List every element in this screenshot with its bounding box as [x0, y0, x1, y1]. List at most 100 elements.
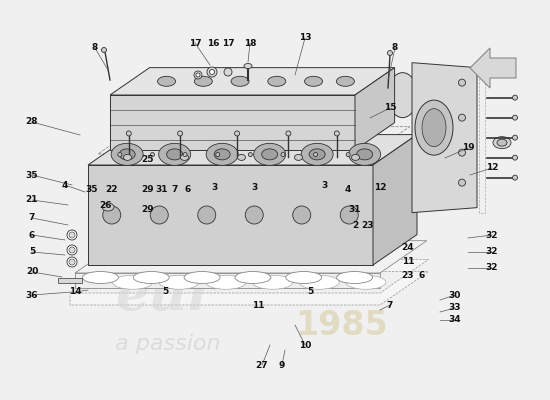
Ellipse shape — [346, 275, 386, 289]
Ellipse shape — [293, 206, 311, 224]
Text: 22: 22 — [106, 186, 118, 194]
Ellipse shape — [497, 139, 507, 146]
Text: 7: 7 — [387, 300, 393, 310]
Ellipse shape — [214, 149, 230, 160]
Ellipse shape — [305, 76, 322, 86]
Ellipse shape — [180, 154, 189, 160]
Ellipse shape — [388, 73, 417, 118]
Text: 36: 36 — [26, 290, 39, 300]
Ellipse shape — [118, 152, 122, 156]
Text: 25: 25 — [142, 156, 154, 164]
Text: 23: 23 — [402, 270, 414, 280]
Text: 35: 35 — [26, 170, 39, 180]
Text: 23: 23 — [362, 220, 374, 230]
Ellipse shape — [206, 143, 238, 165]
Ellipse shape — [245, 206, 263, 224]
Text: 12: 12 — [486, 164, 498, 172]
Ellipse shape — [183, 152, 187, 156]
Ellipse shape — [513, 115, 518, 120]
Ellipse shape — [206, 275, 246, 289]
Ellipse shape — [262, 149, 278, 160]
Ellipse shape — [198, 206, 216, 224]
Ellipse shape — [299, 275, 339, 289]
Ellipse shape — [513, 155, 518, 160]
Polygon shape — [373, 134, 417, 265]
Ellipse shape — [459, 179, 465, 186]
Text: 8: 8 — [392, 44, 398, 52]
Text: 15: 15 — [384, 104, 396, 112]
Text: 3: 3 — [252, 184, 258, 192]
Ellipse shape — [69, 232, 75, 238]
Text: 18: 18 — [244, 38, 256, 48]
Text: 6: 6 — [185, 186, 191, 194]
Text: 27: 27 — [256, 360, 268, 370]
Ellipse shape — [158, 143, 191, 165]
Text: 2: 2 — [352, 220, 358, 230]
Ellipse shape — [337, 76, 354, 86]
Ellipse shape — [249, 152, 252, 156]
Polygon shape — [58, 278, 82, 283]
Polygon shape — [110, 95, 355, 150]
Ellipse shape — [178, 131, 183, 136]
Ellipse shape — [388, 50, 393, 56]
Ellipse shape — [67, 230, 77, 240]
Text: 19: 19 — [461, 144, 474, 152]
Ellipse shape — [252, 275, 293, 289]
Text: 20: 20 — [26, 268, 38, 276]
Polygon shape — [412, 63, 477, 213]
Ellipse shape — [301, 143, 333, 165]
Text: 17: 17 — [189, 38, 201, 48]
Polygon shape — [75, 273, 380, 288]
Ellipse shape — [459, 114, 465, 121]
Text: 6: 6 — [419, 270, 425, 280]
Polygon shape — [98, 127, 410, 154]
Ellipse shape — [194, 76, 212, 86]
Text: eur: eur — [115, 270, 214, 321]
Ellipse shape — [314, 152, 317, 156]
Ellipse shape — [356, 149, 373, 160]
Ellipse shape — [294, 154, 302, 160]
Text: 24: 24 — [402, 244, 414, 252]
Ellipse shape — [150, 206, 168, 224]
Polygon shape — [70, 260, 428, 305]
Text: 8: 8 — [92, 44, 98, 52]
Ellipse shape — [111, 143, 143, 165]
Ellipse shape — [415, 100, 453, 155]
Text: 29: 29 — [142, 186, 155, 194]
Ellipse shape — [124, 154, 131, 160]
Text: 32: 32 — [486, 264, 498, 272]
Text: 34: 34 — [449, 316, 461, 324]
Polygon shape — [479, 63, 485, 213]
Text: 29: 29 — [142, 206, 155, 214]
Ellipse shape — [151, 152, 155, 156]
Ellipse shape — [254, 143, 285, 165]
Text: 33: 33 — [449, 304, 461, 312]
Ellipse shape — [238, 154, 245, 160]
Ellipse shape — [82, 272, 118, 284]
Ellipse shape — [351, 154, 360, 160]
Text: 12: 12 — [374, 184, 386, 192]
Ellipse shape — [459, 149, 465, 156]
Text: 32: 32 — [486, 230, 498, 240]
Ellipse shape — [126, 131, 131, 136]
Text: 5: 5 — [307, 288, 313, 296]
Text: 3: 3 — [212, 184, 218, 192]
Ellipse shape — [346, 152, 350, 156]
Text: 11: 11 — [252, 300, 264, 310]
Ellipse shape — [69, 247, 75, 253]
Ellipse shape — [513, 95, 518, 100]
Ellipse shape — [268, 76, 286, 86]
Ellipse shape — [334, 131, 339, 136]
Ellipse shape — [231, 76, 249, 86]
Ellipse shape — [235, 131, 240, 136]
Text: 31: 31 — [156, 186, 168, 194]
Ellipse shape — [207, 67, 217, 77]
Ellipse shape — [349, 143, 381, 165]
Text: 3: 3 — [322, 180, 328, 190]
Ellipse shape — [159, 275, 199, 289]
Ellipse shape — [286, 131, 291, 136]
Text: 5: 5 — [162, 288, 168, 296]
Ellipse shape — [340, 206, 358, 224]
Text: 32: 32 — [486, 248, 498, 256]
Ellipse shape — [119, 149, 135, 160]
